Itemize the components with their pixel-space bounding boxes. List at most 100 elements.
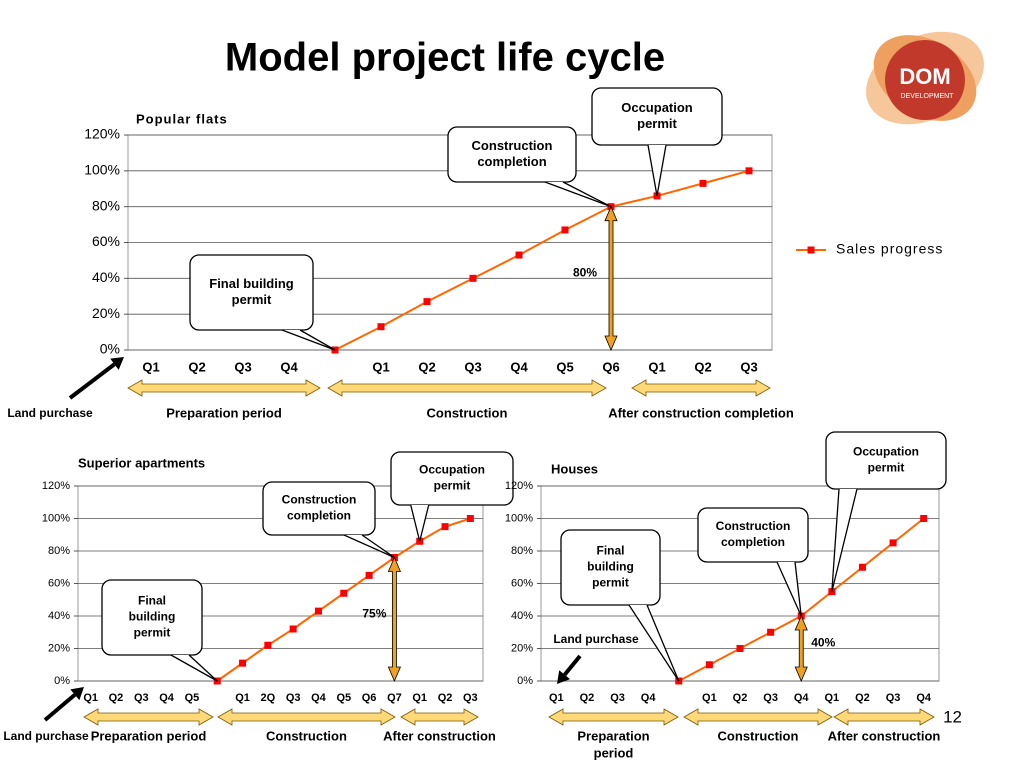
- period-label: After construction: [383, 728, 496, 743]
- y-tick-label: 80%: [511, 545, 533, 557]
- x-tick-label: Q5: [336, 692, 351, 704]
- x-tick-label: Q5: [185, 692, 200, 704]
- x-tick-label: Q3: [286, 692, 301, 704]
- point-marker: [365, 571, 373, 579]
- land-purchase-arrowhead: [70, 687, 84, 701]
- callout-pointer-edge: [188, 654, 218, 682]
- x-tick-label: Q3: [234, 359, 251, 374]
- period-label: Preparation: [577, 728, 649, 743]
- callout-pointer-edge: [299, 329, 336, 351]
- x-tick-label: Q1: [142, 359, 159, 374]
- y-tick-label: 120%: [42, 480, 70, 492]
- y-tick-label: 100%: [505, 512, 533, 524]
- land-purchase-arrowhead: [557, 670, 571, 684]
- period-label: Preparation period: [166, 405, 282, 420]
- y-tick-label: 40%: [511, 610, 533, 622]
- x-tick-label: Q4: [916, 692, 932, 704]
- callout-pointer-edge: [628, 604, 680, 682]
- point-marker: [745, 167, 753, 175]
- point-marker: [767, 628, 775, 636]
- legend-marker: [807, 246, 815, 254]
- x-tick-label: Q3: [463, 692, 478, 704]
- point-marker: [264, 641, 272, 649]
- x-tick-label: Q3: [134, 692, 149, 704]
- y-tick-label: 120%: [505, 480, 533, 492]
- period-arrow: [83, 708, 214, 726]
- period-label: After construction: [828, 728, 941, 743]
- point-marker: [289, 625, 297, 633]
- period-label: Construction: [718, 728, 799, 743]
- callout-text: Construction: [716, 519, 791, 533]
- callout-pointer: [648, 145, 666, 196]
- x-tick-label: Q4: [794, 692, 810, 704]
- callout-pointer: [410, 505, 429, 542]
- callout-box: [390, 451, 514, 506]
- period-arrow: [833, 708, 935, 726]
- point-marker: [561, 226, 569, 234]
- callout-pointer-edge: [562, 181, 612, 208]
- logo-subtext: DEVELOPMENT: [901, 93, 955, 100]
- callout-pointer-edge: [647, 144, 658, 197]
- callout-box: [560, 529, 661, 606]
- callout-text: completion: [477, 154, 546, 169]
- x-tick-label: Q2: [855, 692, 870, 704]
- x-tick-label: Q2: [694, 359, 711, 374]
- callout-box: [447, 126, 577, 183]
- y-tick-label: 60%: [48, 577, 70, 589]
- callout-pointer-edge: [831, 488, 858, 592]
- land-purchase-label: Land purchase: [553, 632, 639, 646]
- point-marker: [515, 251, 523, 259]
- callout-box: [262, 481, 376, 536]
- y-tick-label: 120%: [84, 126, 120, 142]
- callout-text: permit: [637, 116, 677, 131]
- y-tick-label: 60%: [511, 577, 533, 589]
- x-tick-label: Q3: [763, 692, 778, 704]
- callout-text: Occupation: [419, 463, 485, 477]
- callout-text: permit: [868, 461, 905, 475]
- period-arrow: [217, 708, 396, 726]
- callout-text: Occupation: [853, 445, 919, 459]
- callout-text: Final: [596, 544, 624, 558]
- x-tick-label: Q2: [580, 692, 595, 704]
- callout-pointer-edge: [544, 181, 612, 208]
- x-tick-label: Q1: [648, 359, 665, 374]
- callout-text: building: [587, 560, 634, 574]
- point-marker: [889, 539, 897, 547]
- callout-box: [189, 254, 314, 331]
- callout-text: Construction: [282, 493, 357, 507]
- point-marker: [314, 607, 322, 615]
- y-tick-label: 100%: [42, 512, 70, 524]
- period-arrow: [127, 379, 321, 397]
- land-purchase-label: Land purchase: [3, 729, 89, 743]
- y-tick-label: 0%: [517, 675, 533, 687]
- point-marker: [920, 515, 928, 522]
- x-tick-label: Q1: [372, 359, 389, 374]
- x-tick-label: 2Q: [261, 692, 276, 704]
- highlight-label: 40%: [811, 636, 835, 650]
- y-tick-label: 0%: [100, 341, 120, 357]
- land-purchase-arrow: [563, 654, 582, 676]
- x-tick-label: Q3: [886, 692, 901, 704]
- callout-text: permit: [434, 479, 471, 493]
- x-tick-label: Q4: [510, 359, 528, 374]
- x-tick-label: Q3: [740, 359, 757, 374]
- x-tick-label: Q1: [825, 692, 840, 704]
- callout-pointer-edge: [410, 504, 421, 542]
- callout-pointer-edge: [794, 561, 802, 617]
- period-arrow: [631, 379, 771, 397]
- point-marker: [858, 563, 866, 571]
- x-tick-label: Q2: [418, 359, 435, 374]
- x-tick-label: Q2: [188, 359, 205, 374]
- chart-title: Popular flats: [136, 111, 228, 126]
- legend-label: Sales progress: [836, 241, 943, 257]
- land-purchase-arrow: [43, 693, 77, 722]
- y-tick-label: 80%: [92, 197, 120, 213]
- x-tick-label: Q1: [702, 692, 717, 704]
- callout-text: completion: [287, 509, 351, 523]
- page-number: 12: [943, 707, 962, 726]
- callout-box: [825, 431, 947, 490]
- callout-pointer-edge: [776, 561, 802, 617]
- slide-title: Model project life cycle: [225, 36, 665, 80]
- highlight-arrow: [604, 205, 618, 352]
